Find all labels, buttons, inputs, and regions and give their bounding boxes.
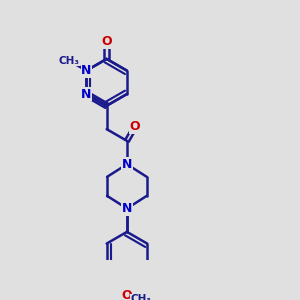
Text: O: O xyxy=(101,35,112,48)
Text: N: N xyxy=(81,64,92,77)
Text: N: N xyxy=(81,88,92,100)
Text: N: N xyxy=(122,202,132,215)
Text: N: N xyxy=(122,158,132,171)
Text: O: O xyxy=(122,289,132,300)
Text: CH₃: CH₃ xyxy=(130,294,151,300)
Text: O: O xyxy=(130,120,140,133)
Text: CH₃: CH₃ xyxy=(59,56,80,66)
